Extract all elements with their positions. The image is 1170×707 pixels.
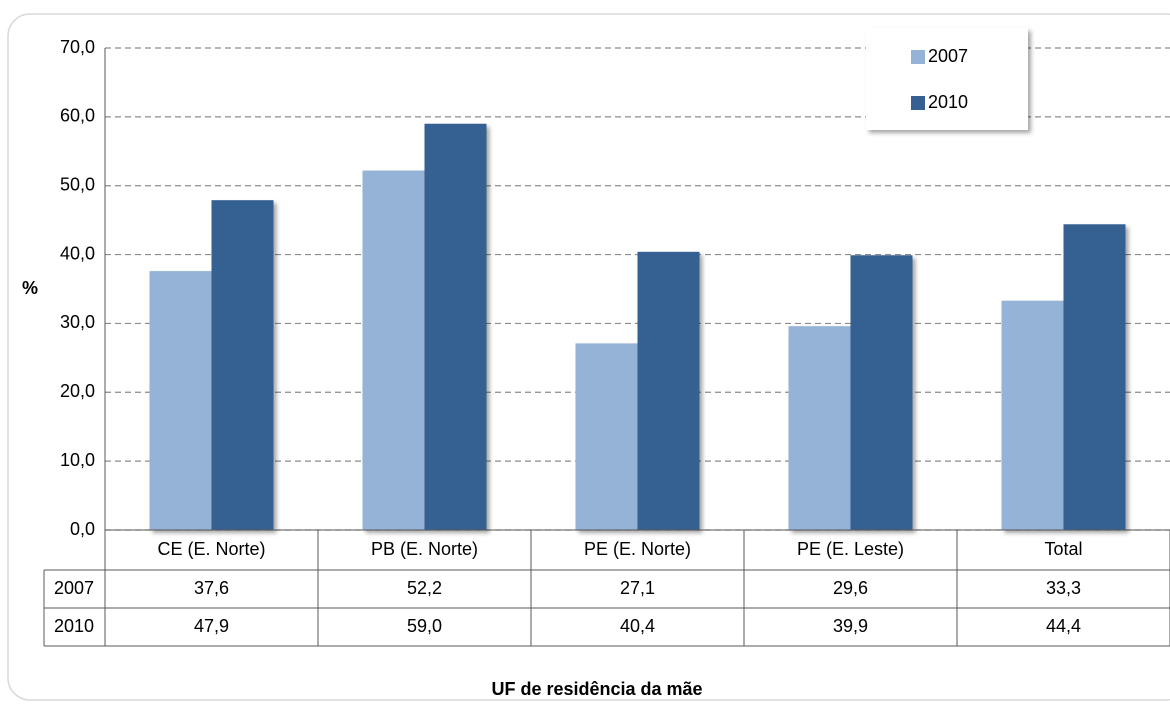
legend-box <box>866 28 1028 130</box>
bar <box>1001 300 1064 530</box>
table-value: 33,3 <box>1046 578 1081 598</box>
table-value: 52,2 <box>407 578 442 598</box>
bar <box>850 255 913 530</box>
bar <box>424 123 487 530</box>
y-tick-label: 60,0 <box>60 106 95 126</box>
bar <box>575 343 638 530</box>
x-tick-label: PB (E. Norte) <box>371 539 478 559</box>
bar <box>637 251 700 530</box>
table-value: 37,6 <box>194 578 229 598</box>
table-value: 44,4 <box>1046 616 1081 636</box>
x-tick-label: PE (E. Leste) <box>797 539 904 559</box>
table-value: 47,9 <box>194 616 229 636</box>
y-axis-label: % <box>22 278 38 298</box>
table-row-header: 2010 <box>54 616 94 636</box>
y-tick-label: 20,0 <box>60 381 95 401</box>
bar <box>362 170 425 530</box>
x-tick-label: Total <box>1044 539 1082 559</box>
y-tick-label: 30,0 <box>60 312 95 332</box>
bar <box>149 271 212 530</box>
legend-swatch <box>911 96 925 110</box>
table-value: 29,6 <box>833 578 868 598</box>
table-row-header: 2007 <box>54 578 94 598</box>
y-tick-label: 0,0 <box>70 519 95 539</box>
y-tick-label: 70,0 <box>60 37 95 57</box>
y-tick-label: 10,0 <box>60 450 95 470</box>
y-tick-label: 50,0 <box>60 174 95 194</box>
table-value: 39,9 <box>833 616 868 636</box>
table-value: 27,1 <box>620 578 655 598</box>
legend-label: 2007 <box>928 46 968 66</box>
x-tick-label: PE (E. Norte) <box>584 539 691 559</box>
y-tick-label: 40,0 <box>60 243 95 263</box>
bar <box>1063 224 1126 530</box>
bar <box>788 326 851 530</box>
legend-swatch <box>911 50 925 64</box>
table-value: 40,4 <box>620 616 655 636</box>
table-value: 59,0 <box>407 616 442 636</box>
legend-label: 2010 <box>928 92 968 112</box>
x-tick-label: CE (E. Norte) <box>157 539 265 559</box>
x-axis-label: UF de residência da mãe <box>491 679 702 699</box>
bar <box>211 200 274 530</box>
